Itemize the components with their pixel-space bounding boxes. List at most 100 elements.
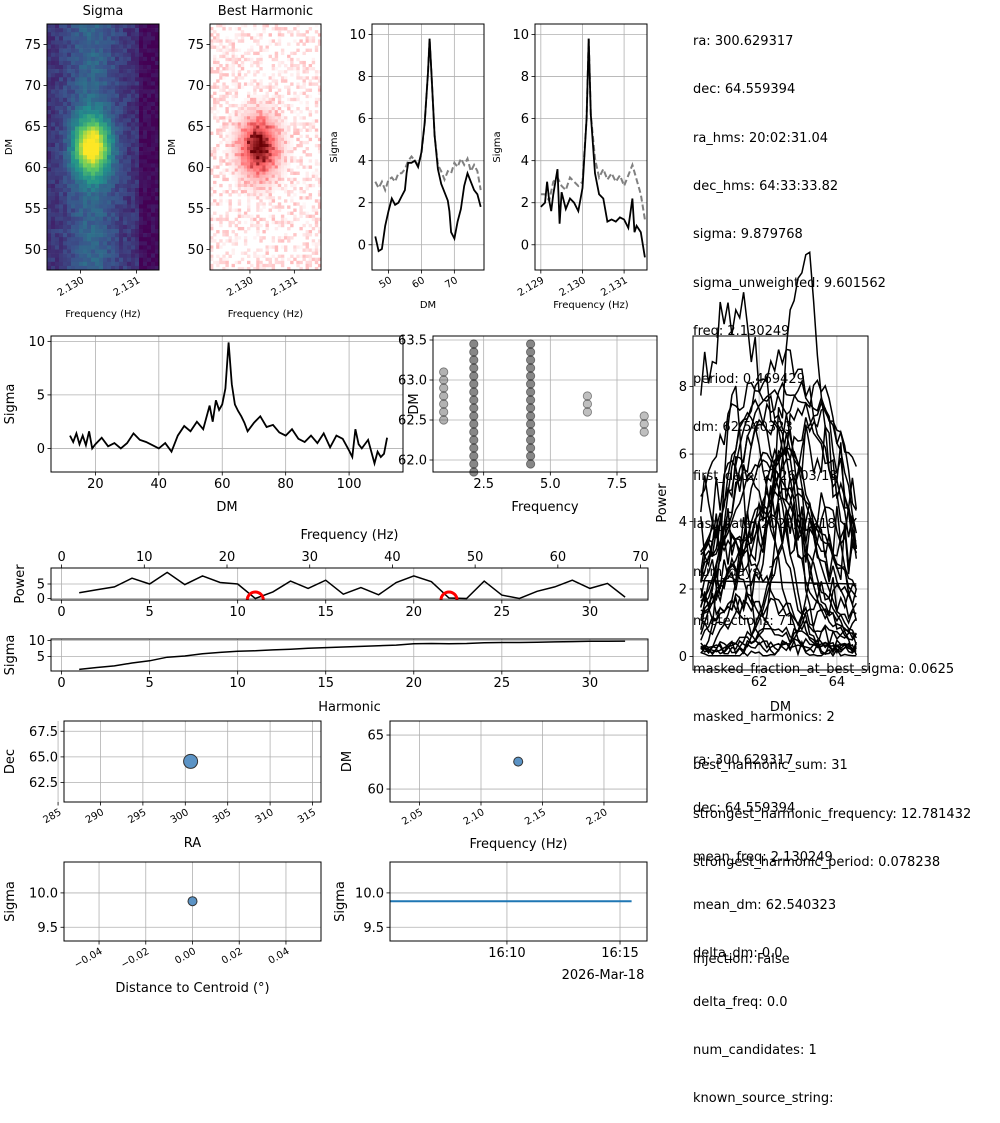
heatmap-cell — [256, 177, 260, 182]
heatmap-cell — [262, 116, 266, 120]
heatmap-cell — [290, 190, 294, 194]
y-tick-label: 2 — [521, 196, 529, 211]
heatmap-cell — [55, 114, 60, 119]
heatmap-cell — [259, 116, 263, 120]
heatmap-cell — [99, 106, 104, 111]
heatmap-cell — [280, 214, 285, 219]
heatmap-cell — [99, 114, 104, 119]
heatmap-cell — [271, 119, 276, 123]
heatmap-cell — [259, 94, 263, 99]
heatmap-cell — [51, 204, 56, 209]
heatmap-cell — [79, 32, 84, 37]
heatmap-cell — [55, 233, 60, 238]
heatmap-cell — [151, 233, 156, 238]
heatmap-cell — [135, 265, 140, 271]
heatmap-cell — [314, 223, 319, 228]
x-tick-label: 2.131 — [599, 275, 629, 299]
heatmap-cell — [135, 110, 140, 115]
heatmap-cell — [296, 73, 300, 77]
heatmap-cell — [222, 76, 226, 80]
heatmap-cell — [71, 101, 76, 107]
heatmap-cell — [317, 33, 322, 37]
heatmap-cell — [47, 130, 52, 135]
heatmap-cell — [259, 266, 263, 271]
heatmap-cell — [231, 57, 235, 62]
heatmap-cell — [265, 110, 269, 114]
heatmap-cell — [99, 179, 104, 185]
heatmap-cell — [99, 208, 104, 213]
heatmap-cell — [135, 85, 140, 90]
heatmap-cell — [79, 253, 84, 258]
power-curve — [700, 251, 857, 566]
heatmap-cell — [265, 190, 269, 194]
heatmap-cell — [256, 33, 260, 37]
heatmap-cell — [305, 134, 309, 139]
heatmap-cell — [119, 204, 124, 209]
heatmap-cell — [228, 165, 232, 169]
heatmap-cell — [222, 260, 226, 265]
heatmap-cell — [67, 241, 72, 246]
info-line: strongest_harmonic_frequency: 12.781432 — [693, 806, 972, 822]
heatmap-cell — [139, 36, 144, 41]
heatmap-cell — [143, 52, 148, 58]
heatmap-cell — [243, 266, 248, 271]
heatmap-cell — [268, 116, 272, 120]
heatmap-cell — [250, 143, 254, 148]
heatmap-cell — [123, 60, 128, 66]
heatmap-cell — [302, 190, 306, 194]
heatmap-cell — [210, 186, 214, 191]
heatmap-cell — [305, 230, 309, 234]
heatmap-cell — [79, 257, 84, 263]
heatmap-cell — [265, 248, 269, 252]
heatmap-cell — [115, 130, 120, 135]
harmonic-heatmap — [210, 24, 322, 271]
heatmap-cell — [305, 67, 309, 71]
heatmap-cell — [79, 81, 84, 86]
heatmap-cell — [155, 118, 160, 123]
heatmap-cell — [277, 97, 282, 102]
scatter-point — [582, 399, 593, 409]
heatmap-cell — [51, 241, 56, 246]
heatmap-cell — [271, 143, 276, 148]
heatmap-cell — [234, 153, 239, 157]
heatmap-cell — [240, 150, 245, 154]
heatmap-cell — [51, 220, 56, 226]
solid-series-line — [374, 38, 482, 253]
scatter-point — [469, 435, 479, 445]
heatmap-cell — [71, 130, 76, 135]
heatmap-cell — [67, 249, 72, 254]
heatmap-cell — [155, 36, 160, 41]
heatmap-cell — [151, 257, 156, 263]
heatmap-cell — [103, 126, 108, 131]
heatmap-cell — [250, 217, 254, 222]
heatmap-cell — [222, 128, 226, 132]
heatmap-cell — [305, 30, 309, 34]
heatmap-cell — [63, 208, 68, 213]
heatmap-cell — [308, 113, 313, 117]
heatmap-cell — [127, 163, 132, 168]
heatmap-cell — [111, 216, 116, 222]
heatmap-cell — [147, 28, 152, 33]
heatmap-cell — [67, 163, 72, 168]
heatmap-cell — [240, 140, 245, 145]
heatmap-cell — [135, 245, 140, 250]
heatmap-cell — [55, 69, 60, 74]
heatmap-cell — [253, 236, 257, 240]
heatmap-cell — [277, 70, 282, 74]
heatmap-cell — [75, 32, 80, 37]
heatmap-cell — [231, 54, 235, 59]
heatmap-cell — [305, 248, 309, 252]
heatmap-cell — [131, 134, 136, 140]
heatmap-cell — [268, 39, 272, 43]
heatmap-cell — [107, 65, 112, 70]
heatmap-cell — [111, 224, 116, 230]
heatmap-cell — [155, 245, 160, 250]
heatmap-cell — [287, 226, 291, 231]
heatmap-cell — [277, 122, 282, 126]
y-tick-label: 2 — [358, 196, 366, 211]
heatmap-cell — [225, 51, 229, 56]
heatmap-cell — [296, 171, 300, 175]
y-tick-label: 70 — [24, 79, 41, 94]
heatmap-cell — [265, 45, 269, 49]
heatmap-cell — [87, 142, 92, 148]
